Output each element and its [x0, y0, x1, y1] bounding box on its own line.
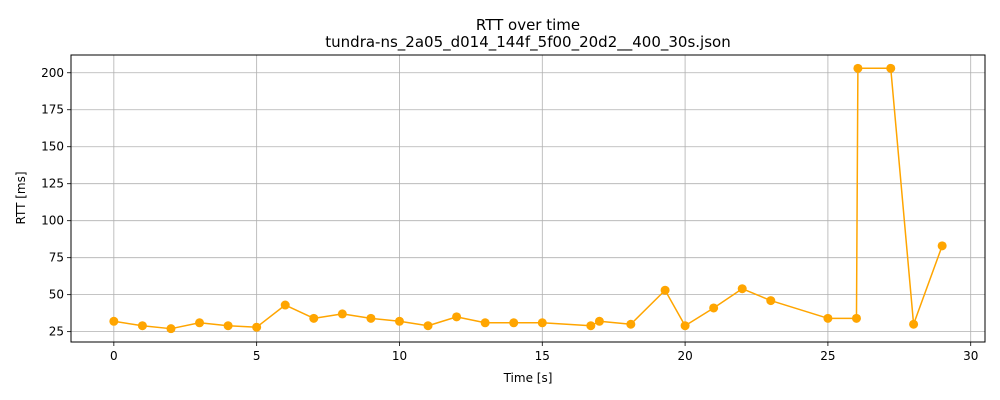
x-tick-label: 5 — [253, 349, 261, 363]
x-tick-label: 10 — [392, 349, 407, 363]
y-tick-label: 25 — [49, 325, 64, 339]
y-tick-label: 175 — [41, 103, 64, 117]
rtt-point — [886, 63, 896, 73]
y-tick-label: 150 — [41, 140, 64, 154]
rtt-line — [113, 67, 943, 330]
rtt-point — [626, 319, 636, 329]
rtt-point — [195, 318, 205, 328]
rtt-point — [937, 241, 947, 251]
rtt-point — [909, 319, 919, 329]
x-tick-label: 20 — [677, 349, 692, 363]
rtt-point — [823, 313, 833, 323]
rtt-point — [394, 316, 404, 326]
rtt-point — [680, 321, 690, 331]
axis-ticks: 0 5 10 15 20 25 30 25 50 75 100 125 150 175 200 — [41, 66, 978, 363]
rtt-point — [594, 316, 604, 326]
rtt-point — [423, 321, 433, 331]
rtt-point — [737, 284, 747, 294]
y-axis-label: RTT [ms] — [14, 171, 28, 224]
rtt-point — [337, 309, 347, 319]
rtt-point — [137, 321, 147, 331]
rtt-point — [166, 324, 176, 334]
rtt-point — [509, 318, 519, 328]
y-tick-label: 100 — [41, 214, 64, 228]
x-axis-label: Time [s] — [503, 371, 553, 385]
grid — [71, 55, 985, 342]
x-tick-label: 30 — [963, 349, 978, 363]
rtt-point — [851, 313, 861, 323]
x-tick-label: 25 — [820, 349, 835, 363]
rtt-point — [709, 303, 719, 313]
y-tick-label: 200 — [41, 66, 64, 80]
rtt-point — [452, 312, 462, 322]
rtt-point — [366, 313, 376, 323]
y-tick-label: 50 — [49, 288, 64, 302]
x-tick-label: 0 — [110, 349, 118, 363]
y-tick-label: 125 — [41, 177, 64, 191]
x-tick-label: 15 — [535, 349, 550, 363]
rtt-point — [480, 318, 490, 328]
rtt-point — [660, 285, 670, 295]
rtt-point — [586, 321, 596, 331]
rtt-point — [853, 63, 863, 73]
rtt-point — [537, 318, 547, 328]
series-rtt — [109, 63, 947, 334]
rtt-point — [766, 296, 776, 306]
rtt-point — [109, 316, 119, 326]
rtt-point — [223, 321, 233, 331]
y-tick-label: 75 — [49, 251, 64, 265]
rtt-point — [309, 313, 319, 323]
chart-subtitle: tundra-ns_2a05_d014_144f_5f00_20d2__400_… — [325, 33, 730, 52]
rtt-point — [252, 322, 262, 332]
plot-frame — [70, 54, 986, 343]
rtt-point — [280, 300, 290, 310]
chart-title: RTT over time — [476, 16, 580, 34]
